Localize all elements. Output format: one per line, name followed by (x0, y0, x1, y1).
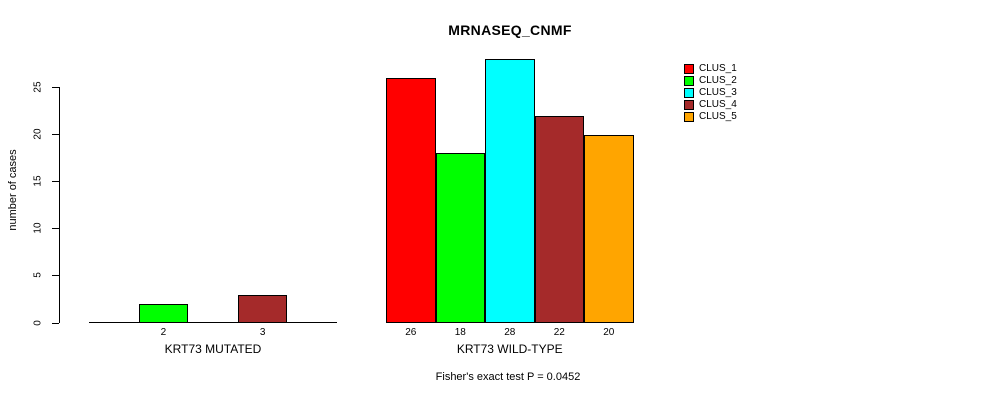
legend-row: CLUS_2 (684, 76, 737, 86)
legend-label: CLUS_4 (699, 99, 737, 110)
bar-value-label: 28 (504, 327, 516, 338)
bar-CLUS_2 (138, 304, 189, 323)
group-label: KRT73 MUTATED (164, 342, 262, 356)
group-baseline (89, 322, 337, 323)
y-axis-tick (52, 181, 59, 183)
legend-swatch-CLUS_5 (684, 112, 694, 122)
y-axis-tick-label: 25 (32, 81, 44, 93)
legend-swatch-CLUS_3 (684, 88, 694, 98)
legend-swatch-CLUS_4 (684, 100, 694, 110)
bar-CLUS_1 (386, 78, 436, 323)
bar-value-label: 18 (454, 327, 466, 338)
y-axis-tick (52, 275, 59, 277)
bar-CLUS_4 (534, 116, 584, 323)
annotation-pvalue: Fisher's exact test P = 0.0452 (435, 371, 581, 383)
y-axis-tick (52, 134, 59, 136)
y-axis-tick-label: 0 (32, 319, 44, 326)
group-label: KRT73 WILD-TYPE (456, 342, 563, 356)
bar-value-label: 3 (259, 327, 266, 338)
legend-row: CLUS_3 (684, 88, 737, 98)
chart-title: MRNASEQ_CNMF (448, 22, 572, 38)
legend-label: CLUS_2 (699, 75, 737, 86)
bar-CLUS_5 (584, 135, 634, 323)
y-axis-tick-label: 10 (32, 222, 44, 234)
bar-CLUS_4 (237, 295, 288, 323)
bar-CLUS_2 (435, 153, 485, 323)
legend: CLUS_1 CLUS_2 CLUS_3 CLUS_4 CLUS_5 (684, 64, 737, 124)
legend-label: CLUS_5 (699, 111, 737, 122)
bar-value-label: 20 (603, 327, 615, 338)
legend-row: CLUS_5 (684, 112, 737, 122)
y-axis-tick-label: 20 (32, 128, 44, 140)
legend-label: CLUS_1 (699, 63, 737, 74)
legend-row: CLUS_4 (684, 100, 737, 110)
bar-value-label: 26 (405, 327, 417, 338)
y-axis-label: number of cases (7, 149, 19, 231)
y-axis-tick (52, 322, 59, 324)
bar-CLUS_3 (485, 59, 535, 323)
y-axis-line (59, 87, 60, 323)
y-axis-tick (52, 87, 59, 88)
legend-row: CLUS_1 (684, 64, 737, 74)
y-axis-tick-label: 5 (32, 272, 44, 279)
bar-value-label: 22 (553, 327, 565, 338)
bar-value-label: 2 (160, 327, 167, 338)
legend-swatch-CLUS_1 (684, 64, 694, 74)
y-axis-tick-label: 15 (32, 175, 44, 187)
legend-swatch-CLUS_2 (684, 76, 694, 86)
legend-label: CLUS_3 (699, 87, 737, 98)
y-axis-tick (52, 228, 59, 230)
